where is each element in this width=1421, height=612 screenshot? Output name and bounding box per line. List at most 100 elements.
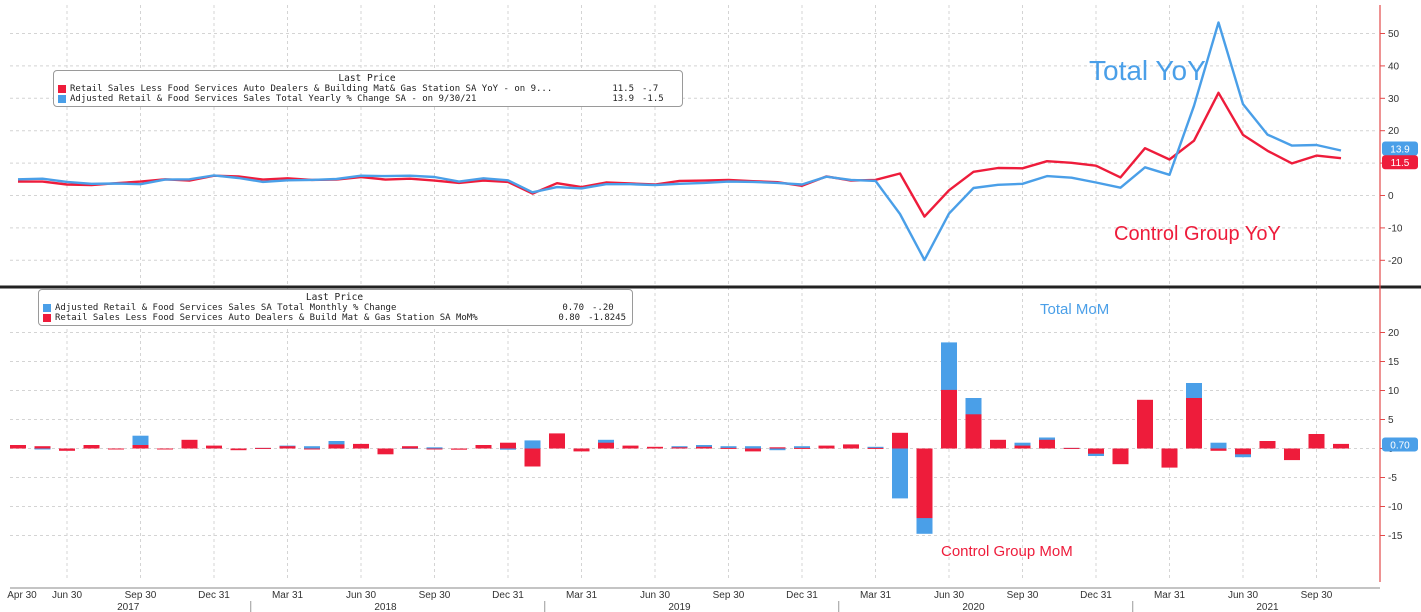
bottom-legend-row-control: Retail Sales Less Food Services Auto Dea… (43, 313, 626, 323)
last-value-tag-control-bg (1382, 155, 1418, 170)
control-group-mom-bar (206, 445, 222, 449)
total-mom-bar (745, 446, 761, 449)
y-tick-label-bottom: 5 (1388, 415, 1394, 426)
y-tick-label-top: 20 (1388, 126, 1400, 137)
legend-last-value: 0.70 (562, 303, 584, 313)
x-tick-label: Sep 30 (1301, 590, 1333, 601)
control-group-mom-bar (279, 446, 296, 449)
last-value-tag-total-bg (1382, 141, 1418, 156)
x-year-label: 2017 (117, 602, 140, 612)
legend-change-value: -.7 (642, 84, 659, 94)
control-group-mom-bar (990, 439, 1006, 449)
control-group-mom-bar (451, 448, 467, 450)
control-group-mom-bar (255, 447, 271, 449)
control-group-mom-bar (108, 448, 124, 450)
y-tick-label-bottom: -15 (1388, 531, 1403, 542)
control-group-mom-bar (573, 448, 590, 452)
control-group-mom-bar (720, 447, 737, 449)
control-group-mom-bar (745, 448, 761, 452)
control-group-mom-bar (426, 448, 443, 450)
x-tick-label: Jun 30 (640, 590, 670, 601)
x-tick-label: Jun 30 (1228, 590, 1258, 601)
control-group-mom-bar (1088, 448, 1104, 454)
control-group-mom-bar (867, 447, 884, 449)
annotation-total-yoy: Total YoY (1089, 55, 1206, 86)
x-year-label: 2021 (1256, 602, 1279, 612)
x-year-label: 2019 (668, 602, 691, 612)
legend-series-name: Adjusted Retail & Food Services Sales SA… (55, 303, 397, 313)
control-group-mom-bar (524, 448, 541, 467)
control-group-mom-bar (794, 447, 810, 449)
control-group-mom-bar (549, 433, 565, 449)
x-tick-label: Jun 30 (52, 590, 82, 601)
last-value-tag-control: 11.5 (1391, 158, 1410, 169)
total-mom-bar (720, 446, 737, 449)
control-group-mom-bar (353, 443, 369, 449)
control-group-mom-bar (304, 448, 320, 450)
control-group-mom-bar (402, 446, 418, 449)
control-group-mom-bar (671, 447, 688, 449)
top-legend-header: Last Price (338, 73, 396, 84)
legend-last-value: 11.5 (612, 84, 634, 94)
y-tick-label-top: 0 (1388, 191, 1394, 202)
total-mom-bar (34, 448, 51, 450)
blue-swatch (58, 95, 66, 103)
legend-last-value: 13.9 (612, 94, 634, 104)
top-legend-row-control: Retail Sales Less Food Services Auto Dea… (58, 84, 676, 94)
y-tick-label-bottom: -5 (1388, 473, 1397, 484)
control-group-mom-bar (377, 448, 394, 455)
red-swatch (43, 314, 51, 322)
bottom-legend-row-total: Adjusted Retail & Food Services Sales SA… (43, 303, 626, 313)
control-group-yoy-line (18, 91, 1342, 218)
control-group-mom-bar (328, 444, 345, 449)
control-group-mom-bar (1137, 399, 1153, 449)
last-value-tag-mom-bg (1382, 437, 1418, 452)
control-group-mom-bar (818, 445, 835, 449)
total-mom-bar (304, 446, 320, 449)
total-mom-bar (867, 446, 884, 449)
x-tick-label: Dec 31 (198, 590, 230, 601)
x-tick-label: Sep 30 (419, 590, 451, 601)
y-tick-label-top: 50 (1388, 29, 1400, 40)
y-tick-label-bottom: 15 (1388, 357, 1400, 368)
y-tick-label-top: -20 (1388, 256, 1403, 267)
y-tick-label-top: 40 (1388, 61, 1400, 72)
control-group-mom-bar (230, 448, 247, 451)
control-group-mom-bar (598, 442, 614, 449)
x-tick-label: Dec 31 (1080, 590, 1112, 601)
control-group-mom-bar (965, 414, 982, 449)
y-tick-label-top: 30 (1388, 94, 1400, 105)
control-group-mom-bar (132, 445, 149, 449)
legend-series-name: Adjusted Retail & Food Services Sales To… (70, 94, 477, 104)
x-tick-label: Mar 31 (1154, 590, 1186, 601)
control-group-mom-bar (1333, 443, 1349, 449)
red-swatch (58, 85, 66, 93)
control-group-mom-bar (59, 448, 75, 451)
top-panel-yoy (17, 21, 1342, 262)
legend-last-value: 0.80 (558, 313, 581, 323)
x-tick-label: Sep 30 (1007, 590, 1039, 601)
x-tick-label: Jun 30 (934, 590, 964, 601)
control-group-mom-bar (1039, 439, 1055, 449)
control-group-mom-bar (1235, 448, 1251, 455)
legend-change-value: -1.8245 (588, 313, 626, 323)
total-mom-bar (696, 445, 712, 449)
control-group-mom-bar (1161, 448, 1178, 468)
x-tick-label: Dec 31 (492, 590, 524, 601)
legend-series-name: Retail Sales Less Food Services Auto Dea… (55, 313, 478, 323)
control-group-mom-bar (475, 445, 492, 449)
total-mom-bar (794, 446, 810, 449)
control-group-mom-bar (1014, 445, 1031, 449)
total-mom-bar (500, 448, 516, 450)
bottom-legend-header: Last Price (305, 292, 364, 303)
control-group-mom-bar (1063, 447, 1080, 449)
control-group-mom-bar (83, 445, 100, 449)
y-tick-label-bottom: 10 (1388, 386, 1400, 397)
control-group-mom-bar (622, 445, 639, 449)
annotation-control-group-yoy: Control Group YoY (1114, 223, 1281, 245)
control-group-mom-bar (916, 448, 933, 519)
legend-series-name: Retail Sales Less Food Services Auto Dea… (70, 84, 553, 94)
y-tick-label-bottom: 20 (1388, 328, 1400, 339)
total-mom-bar (769, 448, 786, 451)
x-tick-label: Mar 31 (272, 590, 304, 601)
